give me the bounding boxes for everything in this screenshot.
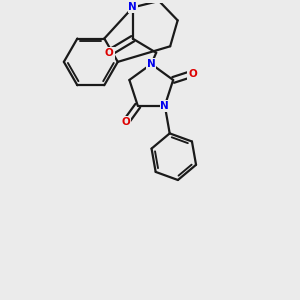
Text: O: O — [188, 69, 197, 79]
Text: N: N — [160, 101, 169, 111]
Text: N: N — [147, 59, 156, 69]
Text: N: N — [128, 2, 137, 12]
Text: O: O — [105, 48, 114, 58]
Text: O: O — [122, 117, 130, 127]
